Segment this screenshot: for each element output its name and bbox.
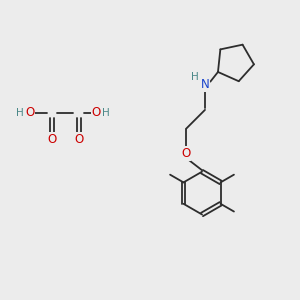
- Text: O: O: [92, 106, 101, 119]
- Text: H: H: [102, 108, 110, 118]
- Text: H: H: [16, 108, 24, 118]
- Text: O: O: [25, 106, 34, 119]
- Text: H: H: [191, 72, 199, 82]
- Text: O: O: [74, 133, 83, 146]
- Text: O: O: [182, 147, 191, 160]
- Text: O: O: [47, 133, 56, 146]
- Text: N: N: [201, 78, 209, 91]
